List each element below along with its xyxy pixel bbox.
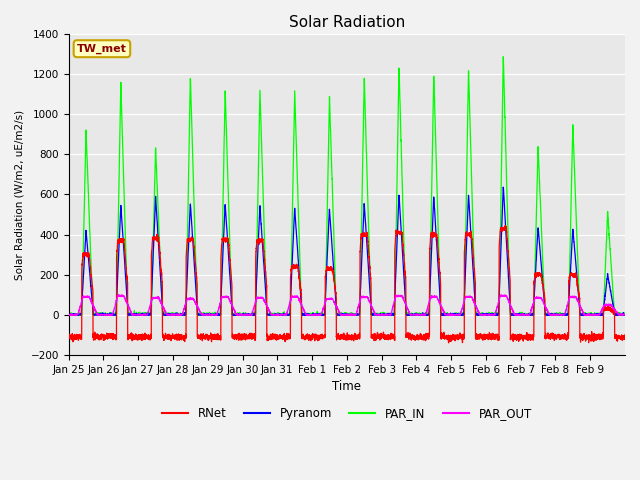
Y-axis label: Solar Radiation (W/m2, uE/m2/s): Solar Radiation (W/m2, uE/m2/s) (15, 109, 25, 279)
Title: Solar Radiation: Solar Radiation (289, 15, 405, 30)
Text: TW_met: TW_met (77, 44, 127, 54)
Legend: RNet, Pyranom, PAR_IN, PAR_OUT: RNet, Pyranom, PAR_IN, PAR_OUT (157, 403, 536, 425)
X-axis label: Time: Time (332, 380, 362, 393)
